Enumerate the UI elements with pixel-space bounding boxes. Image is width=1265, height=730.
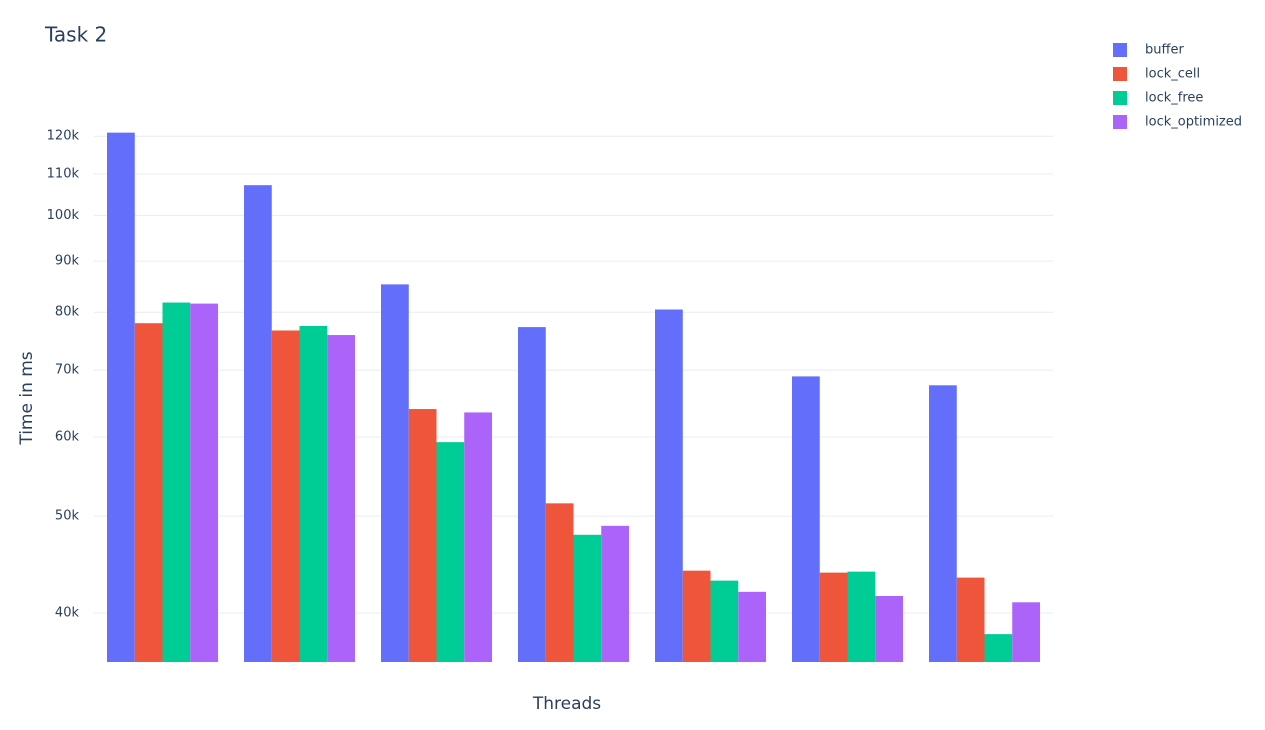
legend-swatch	[1113, 115, 1127, 129]
bar	[875, 595, 903, 662]
y-tick-label: 100k	[47, 208, 80, 223]
legend-label: buffer	[1145, 43, 1184, 58]
bar	[464, 412, 492, 662]
y-tick-label: 110k	[47, 167, 80, 182]
legend-label: lock_free	[1145, 91, 1203, 106]
bar	[819, 572, 848, 662]
bar	[327, 335, 355, 662]
chart-title: Task 2	[44, 23, 107, 47]
bar	[601, 525, 629, 662]
bar	[956, 577, 985, 662]
legend-label: lock_cell	[1145, 67, 1200, 82]
bar	[408, 409, 437, 662]
y-tick-label: 120k	[47, 129, 80, 144]
legend-label: lock_optimized	[1145, 115, 1242, 130]
y-tick-label: 70k	[55, 363, 80, 378]
bar	[134, 323, 163, 662]
legend-swatch	[1113, 67, 1127, 81]
y-axis-label: Time in ms	[17, 351, 37, 445]
bar	[1012, 602, 1040, 662]
bar	[190, 303, 218, 662]
x-axis-label: Threads	[532, 694, 601, 714]
bar	[518, 327, 546, 662]
bar	[436, 442, 465, 662]
y-tick-label: 40k	[55, 606, 80, 621]
bar	[738, 591, 766, 662]
bar	[107, 132, 135, 663]
y-tick-label: 50k	[55, 509, 80, 524]
bar	[847, 571, 876, 662]
legend-swatch	[1113, 43, 1127, 57]
bar	[271, 330, 300, 662]
bar	[682, 570, 711, 662]
y-tick-label: 90k	[55, 254, 80, 269]
bar	[655, 309, 683, 662]
bar	[573, 534, 602, 662]
bar	[162, 302, 191, 662]
bar	[929, 385, 957, 662]
bar	[984, 634, 1013, 662]
y-tick-label: 60k	[55, 430, 80, 445]
bar	[710, 580, 739, 662]
legend-swatch	[1113, 91, 1127, 105]
bar	[381, 284, 409, 662]
bar	[299, 325, 328, 662]
bar	[244, 185, 272, 662]
bar	[545, 503, 574, 662]
y-tick-label: 80k	[55, 305, 80, 320]
bar	[792, 376, 820, 662]
